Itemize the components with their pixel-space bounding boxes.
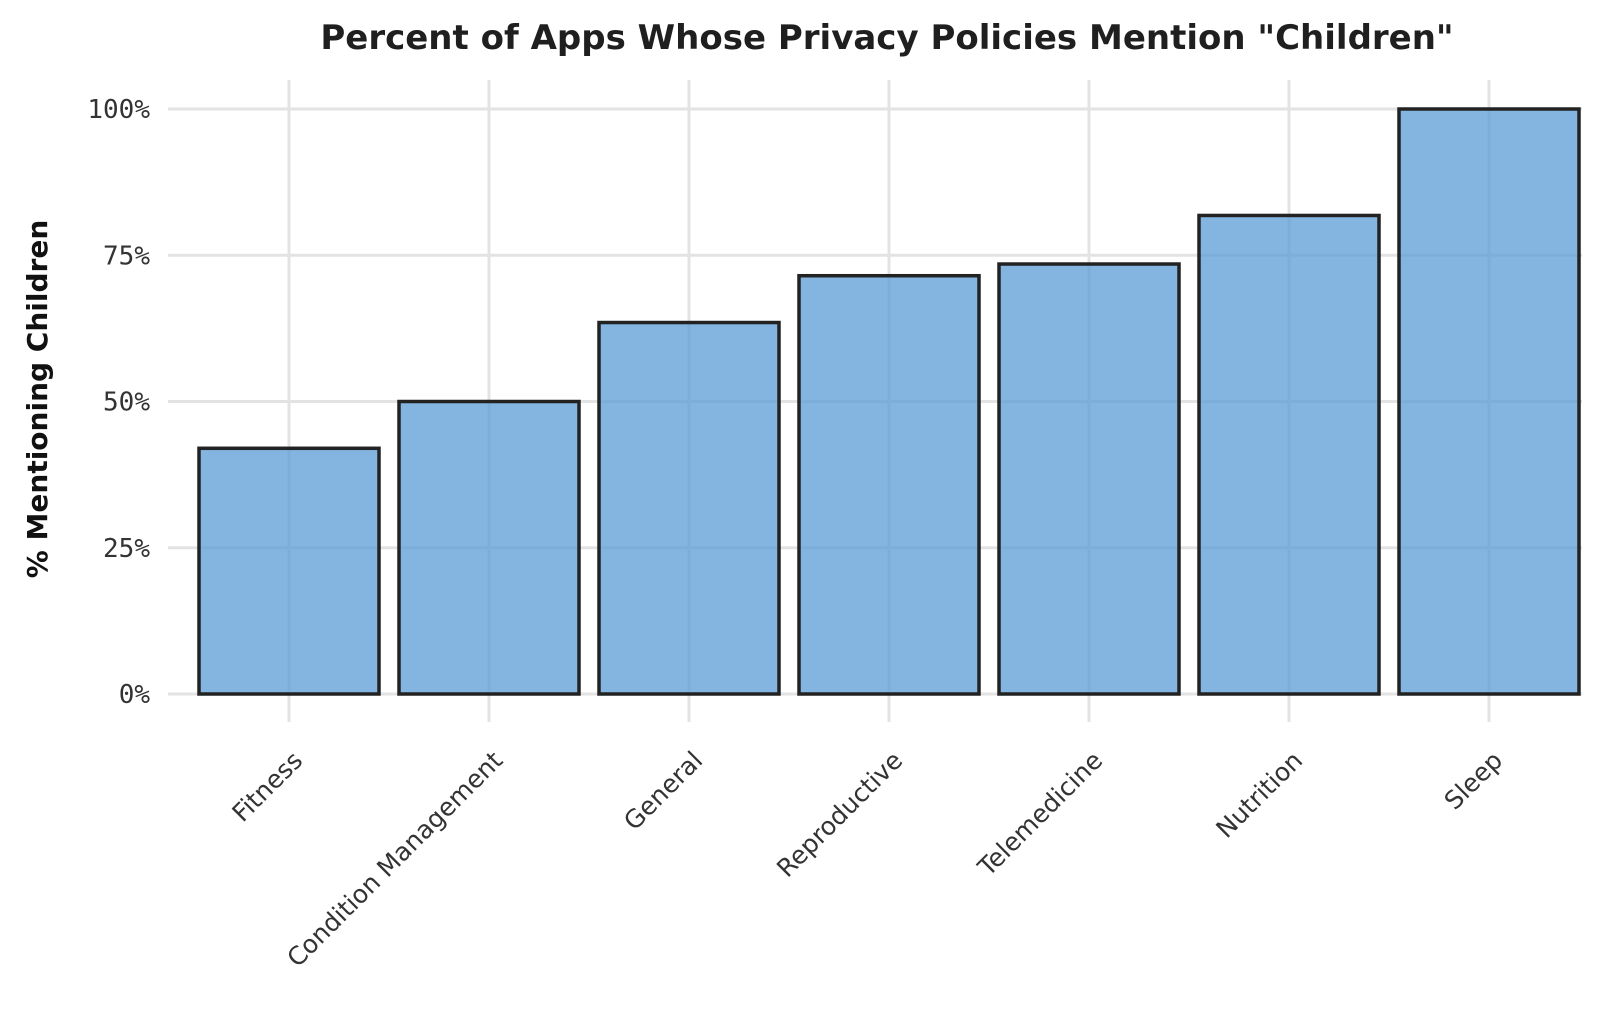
- bar-fitness: [197, 446, 381, 696]
- y-tick-label: 75%: [103, 241, 150, 271]
- x-tick-label: Condition Management: [281, 746, 508, 973]
- bar-reproductive: [797, 273, 981, 696]
- chart-title: Percent of Apps Whose Privacy Policies M…: [320, 18, 1453, 58]
- y-tick-label: 50%: [103, 388, 150, 418]
- x-tick-label: Sleep: [1439, 746, 1509, 816]
- x-tick-label: General: [618, 746, 708, 836]
- x-tick-label: Fitness: [227, 746, 309, 828]
- y-tick-label: 25%: [103, 534, 150, 564]
- y-tick-label: 100%: [87, 95, 150, 125]
- bar-telemedicine: [997, 262, 1181, 696]
- bar-general: [597, 320, 781, 696]
- y-axis-ticks: 0% 25% 50% 75% 100%: [87, 95, 150, 710]
- bar-condition-management: [397, 399, 581, 696]
- bar-sleep: [1397, 107, 1581, 696]
- bars: [197, 107, 1581, 696]
- y-tick-label: 0%: [119, 680, 151, 710]
- x-tick-label: Nutrition: [1210, 746, 1308, 844]
- bar-nutrition: [1197, 213, 1381, 696]
- y-axis-title: % Mentioning Children: [21, 220, 54, 579]
- x-tick-label: Telemedicine: [972, 746, 1109, 883]
- x-tick-label: Reproductive: [771, 746, 908, 883]
